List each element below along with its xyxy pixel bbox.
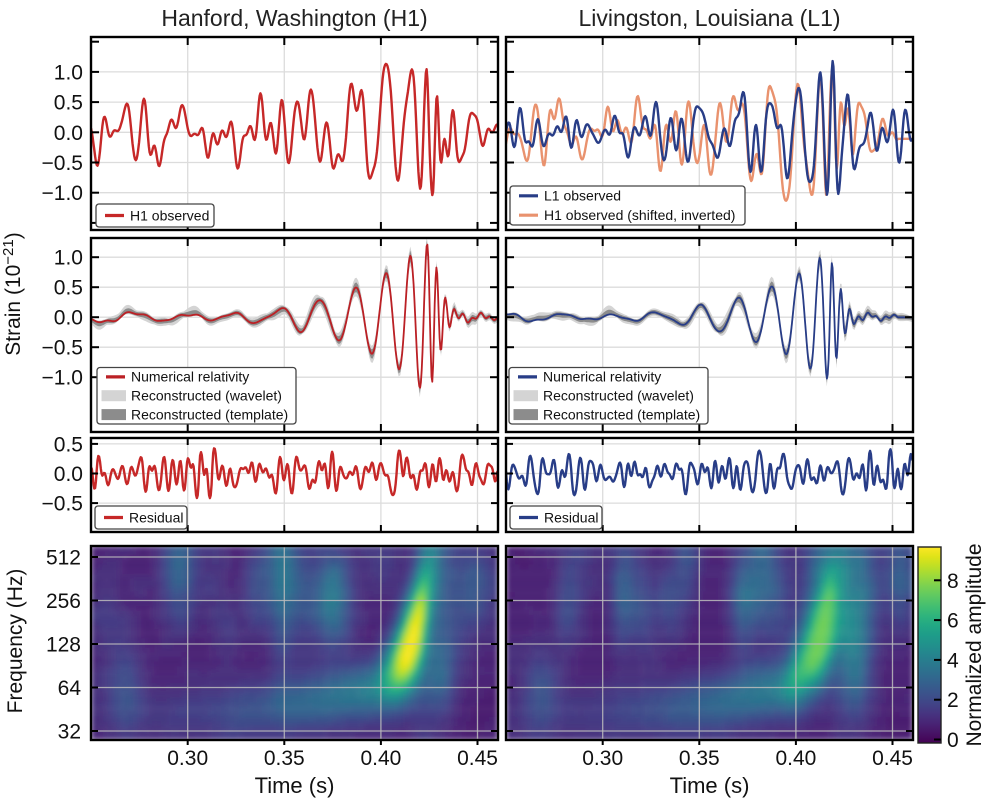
svg-text:−1.0: −1.0 (42, 367, 83, 390)
svg-text:Frequency (Hz): Frequency (Hz) (4, 569, 27, 714)
svg-text:0.5: 0.5 (54, 92, 83, 115)
svg-text:0.0: 0.0 (54, 307, 83, 330)
svg-text:−0.5: −0.5 (42, 152, 83, 175)
svg-text:L1 observed: L1 observed (544, 188, 621, 204)
svg-text:0.45: 0.45 (457, 747, 498, 770)
svg-text:Residual: Residual (129, 509, 183, 525)
svg-text:0.30: 0.30 (582, 747, 623, 770)
svg-text:Time (s): Time (s) (670, 773, 750, 798)
svg-text:0.40: 0.40 (775, 747, 816, 770)
svg-text:4: 4 (947, 649, 959, 672)
svg-text:Reconstructed (template): Reconstructed (template) (131, 406, 288, 422)
svg-text:Hanford, Washington (H1): Hanford, Washington (H1) (161, 5, 427, 31)
svg-text:1.0: 1.0 (54, 61, 83, 84)
svg-text:0.35: 0.35 (264, 747, 305, 770)
svg-text:256: 256 (46, 590, 81, 613)
svg-text:Reconstructed (wavelet): Reconstructed (wavelet) (543, 388, 694, 404)
svg-text:Reconstructed (wavelet): Reconstructed (wavelet) (131, 388, 282, 404)
svg-text:128: 128 (46, 634, 81, 657)
svg-text:0.45: 0.45 (872, 747, 913, 770)
svg-text:0: 0 (947, 729, 959, 752)
svg-text:0.5: 0.5 (54, 277, 83, 300)
svg-text:0.0: 0.0 (54, 463, 83, 486)
svg-text:−0.5: −0.5 (42, 493, 83, 516)
svg-text:−0.5: −0.5 (42, 337, 83, 360)
svg-text:0.30: 0.30 (167, 747, 208, 770)
svg-text:1.0: 1.0 (54, 247, 83, 270)
svg-text:8: 8 (947, 570, 959, 593)
svg-text:2: 2 (947, 689, 959, 712)
svg-text:512: 512 (46, 547, 81, 570)
svg-text:H1 observed (shifted, inverted: H1 observed (shifted, inverted) (544, 207, 735, 223)
svg-text:0.5: 0.5 (54, 433, 83, 456)
svg-text:Livingston, Louisiana (L1): Livingston, Louisiana (L1) (578, 5, 840, 31)
svg-text:H1 observed: H1 observed (130, 207, 209, 223)
svg-text:Residual: Residual (544, 509, 598, 525)
svg-text:Numerical relativity: Numerical relativity (131, 369, 249, 385)
svg-text:Reconstructed (template): Reconstructed (template) (543, 406, 700, 422)
svg-text:0.40: 0.40 (360, 747, 401, 770)
svg-text:Numerical relativity: Numerical relativity (543, 369, 661, 385)
svg-text:0.0: 0.0 (54, 122, 83, 145)
svg-text:6: 6 (947, 610, 959, 633)
svg-text:0.35: 0.35 (679, 747, 720, 770)
svg-text:Time (s): Time (s) (255, 773, 335, 798)
svg-text:Normalized amplitude: Normalized amplitude (963, 543, 986, 746)
svg-text:32: 32 (58, 721, 81, 744)
svg-text:64: 64 (58, 677, 82, 700)
svg-text:−1.0: −1.0 (42, 182, 83, 205)
